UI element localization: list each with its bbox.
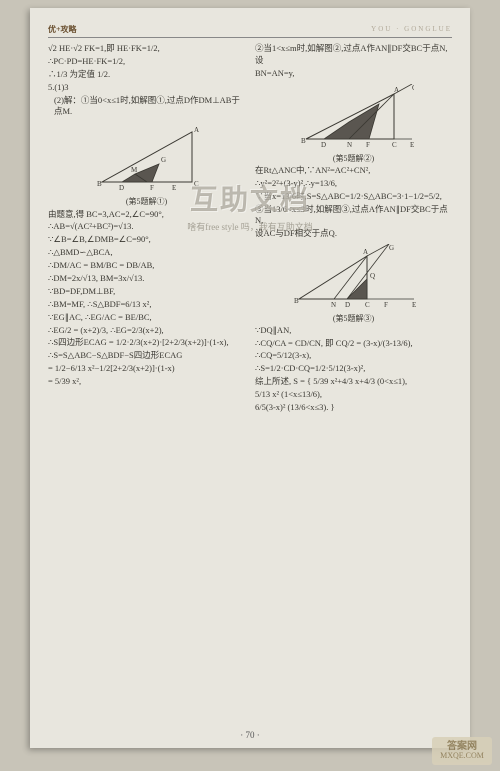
svg-text:G: G (412, 84, 414, 92)
svg-text:B: B (97, 180, 102, 188)
svg-text:A: A (394, 86, 399, 94)
math-line: ∵EG∥AC, ∴EG/AC = BE/BC, (48, 312, 245, 324)
svg-text:E: E (412, 301, 416, 309)
corner-line2: MXQE.COM (440, 752, 484, 761)
left-column: √2 HE·√2 FK=1,即 HE·FK=1/2, ∴PC·PD=HE·FK=… (48, 42, 245, 415)
math-line: ∵BD=DF,DM⊥BF, (48, 286, 245, 298)
math-line: = 1/2−6/13 x²−1/2[2+2/3(x+2)]·(1-x) (48, 363, 245, 375)
svg-text:M: M (131, 166, 138, 174)
figure-1: B C A M D F G E (87, 122, 207, 192)
svg-text:C: C (365, 301, 370, 309)
math-line: ∴△BMD∽△BCA, (48, 247, 245, 259)
math-line: ③当13/6<x≤3时,如解图③,过点A作AN∥DF交BC于点N, (255, 204, 452, 228)
math-line: 设AC与DF相交于点Q. (255, 228, 452, 240)
math-line: = 5/39 x², (48, 376, 245, 388)
math-line: ∴EG/2 = (x+2)/3, ∴EG=2/3(x+2), (48, 325, 245, 337)
svg-text:F: F (384, 301, 388, 309)
svg-text:G: G (161, 156, 166, 164)
math-line: ∴S=S△ABC−S△BDF−S四边形ECAG (48, 350, 245, 362)
math-line: 5/13 x² (1<x≤13/6), (255, 389, 452, 401)
figure-3: B C A N D Q F E G (289, 244, 419, 309)
svg-text:E: E (172, 184, 176, 192)
math-line: ∵∠B=∠B,∠DMB=∠C=90°, (48, 234, 245, 246)
svg-text:B: B (294, 297, 299, 305)
svg-text:D: D (345, 301, 350, 309)
svg-text:E: E (410, 141, 414, 149)
math-line: ∴y²=2²+(3-y)²,∴y=13/6, (255, 178, 452, 190)
svg-text:N: N (331, 301, 336, 309)
content-columns: √2 HE·√2 FK=1,即 HE·FK=1/2, ∴PC·PD=HE·FK=… (48, 42, 452, 415)
svg-text:D: D (321, 141, 326, 149)
corner-watermark: 答案网 MXQE.COM (432, 737, 492, 765)
math-line: 综上所述, S = { 5/39 x²+4/3 x+4/3 (0<x≤1), (255, 376, 452, 388)
math-line: ∴S四边形ECAG = 1/2·2/3(x+2)·[2+2/3(x+2)]·(1… (48, 337, 245, 349)
svg-text:A: A (194, 126, 199, 134)
svg-text:C: C (392, 141, 397, 149)
math-line: ∴S=1/2·CD·CQ=1/2·5/12(3-x)², (255, 363, 452, 375)
logo-badge: 优+攻略 (48, 24, 77, 35)
page-number: · 70 · (30, 730, 470, 740)
svg-text:F: F (150, 184, 154, 192)
right-column: ②当1<x≤m时,如解图②,过点A作AN∥DF交BC于点N,设 BN=AN=y,… (255, 42, 452, 415)
math-line: (2)解：①当0<x≤1时,如解图①,过点D作DM⊥AB于点M. (48, 95, 245, 119)
svg-text:N: N (347, 141, 352, 149)
figure-2-caption: (第5题解②) (255, 153, 452, 164)
math-line: ∵DQ∥AN, (255, 325, 452, 337)
svg-text:A: A (363, 248, 368, 256)
page-header: 优+攻略 YOU · GONGLUE (48, 16, 452, 38)
svg-text:Q: Q (370, 272, 375, 280)
math-line: BN=AN=y, (255, 68, 452, 80)
math-line: ∴DM/AC = BM/BC = DB/AB, (48, 260, 245, 272)
math-line: ∴CQ/CA = CD/CN, 即 CQ/2 = (3-x)/(3-13/6),… (255, 338, 452, 362)
math-line: ∵当x=13/6时,S=S△ABC=1/2·S△ABC=3·1−1/2=5/2, (255, 191, 452, 203)
math-line: ②当1<x≤m时,如解图②,过点A作AN∥DF交BC于点N,设 (255, 43, 452, 67)
math-line: √2 HE·√2 FK=1,即 HE·FK=1/2, (48, 43, 245, 55)
math-line: ∴PC·PD=HE·FK=1/2, (48, 56, 245, 68)
math-line: ∴AB=√(AC²+BC²)=√13. (48, 221, 245, 233)
math-line: 在Rt△ANC中,∵AN²=AC²+CN², (255, 165, 452, 177)
figure-1-caption: (第5题解①) (48, 196, 245, 207)
svg-text:F: F (366, 141, 370, 149)
svg-text:B: B (301, 137, 306, 145)
header-right-text: YOU · GONGLUE (371, 25, 452, 33)
math-line: ∴DM=2x/√13, BM=3x/√13. (48, 273, 245, 285)
math-line: 由题意,得 BC=3,AC=2,∠C=90°, (48, 209, 245, 221)
figure-2: B C A D N F E G (294, 84, 414, 149)
math-line: ∴BM=MF, ∴S△BDF=6/13 x², (48, 299, 245, 311)
page: 优+攻略 YOU · GONGLUE √2 HE·√2 FK=1,即 HE·FK… (30, 8, 470, 748)
math-line: 6/5(3-x)² (13/6<x≤3). } (255, 402, 452, 414)
math-line: ∴1/3 为定值 1/2. (48, 69, 245, 81)
svg-text:D: D (119, 184, 124, 192)
svg-text:G: G (389, 244, 394, 252)
figure-3-caption: (第5题解③) (255, 313, 452, 324)
problem-number: 5.(1)3 (48, 82, 245, 94)
svg-text:C: C (194, 180, 199, 188)
